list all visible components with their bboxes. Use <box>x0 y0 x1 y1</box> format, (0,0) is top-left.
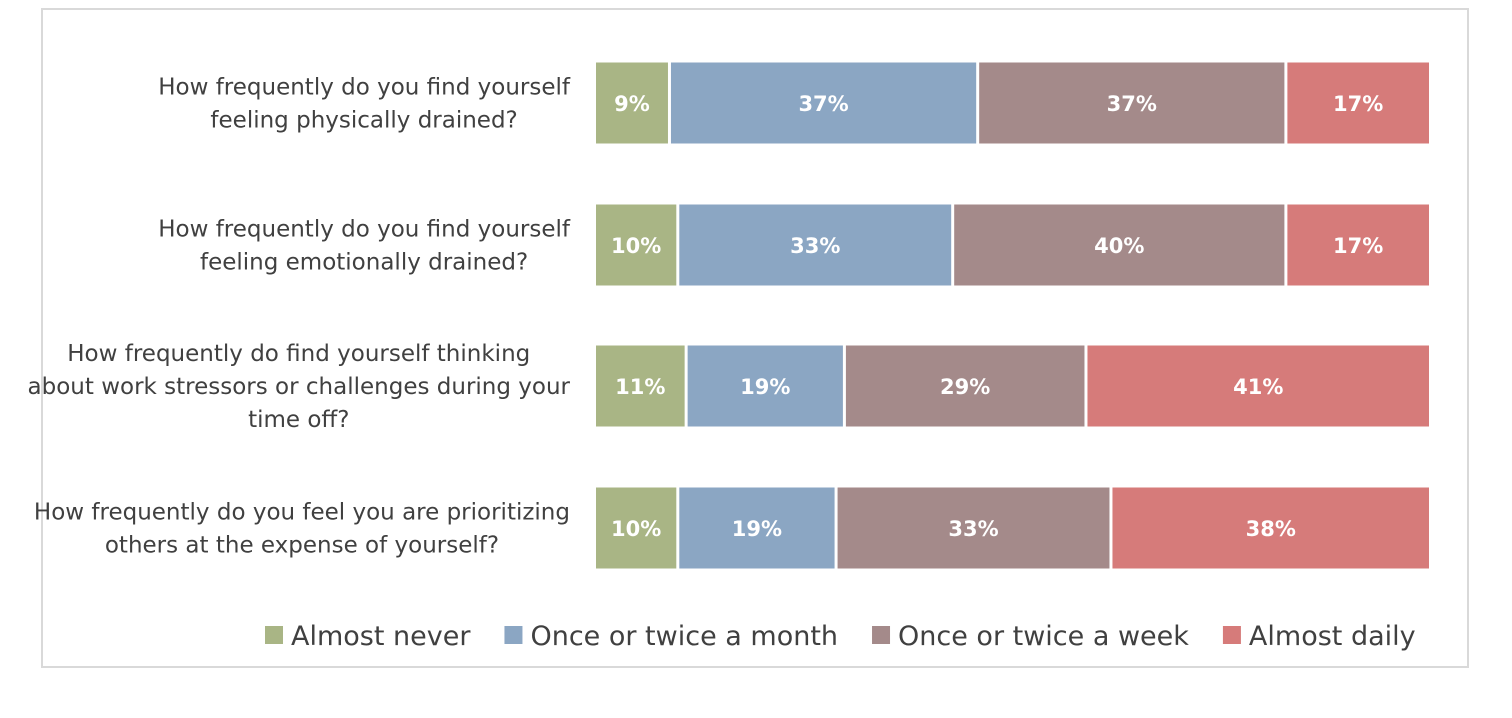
data-label: 37% <box>798 92 848 116</box>
category-label: How frequently do you find yourself feeli… <box>158 217 571 276</box>
bar-segment <box>670 62 977 144</box>
bar-segment <box>687 345 843 427</box>
category-label: How frequently do you feel you are prior… <box>34 500 570 559</box>
bar-segment <box>679 204 952 286</box>
data-label: 10% <box>611 517 661 541</box>
bar-segment <box>954 204 1285 286</box>
legend-swatch <box>504 626 523 644</box>
data-label: 17% <box>1333 234 1383 258</box>
legend-swatch <box>265 626 283 644</box>
legend-item: Once or twice a month <box>504 621 838 652</box>
bar-segment <box>837 487 1110 569</box>
data-label: 9% <box>614 92 650 116</box>
legend-swatch <box>1222 626 1241 644</box>
legend-label: Almost never <box>291 621 471 652</box>
data-label: 41% <box>1233 375 1283 399</box>
legend-label: Once or twice a week <box>898 621 1189 652</box>
bar-segment <box>1287 62 1429 144</box>
data-label: 17% <box>1333 92 1383 116</box>
bar-segment <box>596 204 677 286</box>
category-label: How frequently do find yourself thinking… <box>28 341 571 433</box>
legend-label: Once or twice a month <box>530 621 838 652</box>
bar-segment <box>1112 487 1429 569</box>
data-label: 37% <box>1107 92 1157 116</box>
data-label: 38% <box>1246 517 1296 541</box>
bar-segment <box>679 487 835 569</box>
bar-segment <box>1087 345 1429 427</box>
data-label: 33% <box>948 517 998 541</box>
bar-segment <box>596 345 685 427</box>
bar-segment <box>979 62 1285 144</box>
data-label: 40% <box>1094 234 1144 258</box>
data-label: 33% <box>790 234 840 258</box>
legend: Almost never Once or twice a month Once or… <box>265 621 1416 652</box>
bar-segment <box>596 487 677 569</box>
data-label: 10% <box>611 234 661 258</box>
legend-item: Almost never <box>265 621 471 652</box>
data-label: 19% <box>740 375 790 399</box>
chart-frame <box>41 8 1469 668</box>
bar-segment <box>1287 204 1429 286</box>
data-label: 29% <box>940 375 990 399</box>
category-label: How frequently do you find yourself feeli… <box>158 75 571 134</box>
legend-swatch <box>872 626 891 644</box>
legend-item: Almost daily <box>1222 621 1416 652</box>
bar-segment <box>596 62 668 144</box>
bar-segment <box>845 345 1085 427</box>
legend-item: Once or twice a week <box>872 621 1189 652</box>
bars-layer <box>596 62 1429 569</box>
labels-layer: How frequently do you find yourself feeli… <box>28 75 1384 559</box>
data-label: 11% <box>615 375 665 399</box>
legend-label: Almost daily <box>1249 621 1416 652</box>
data-label: 19% <box>732 517 782 541</box>
